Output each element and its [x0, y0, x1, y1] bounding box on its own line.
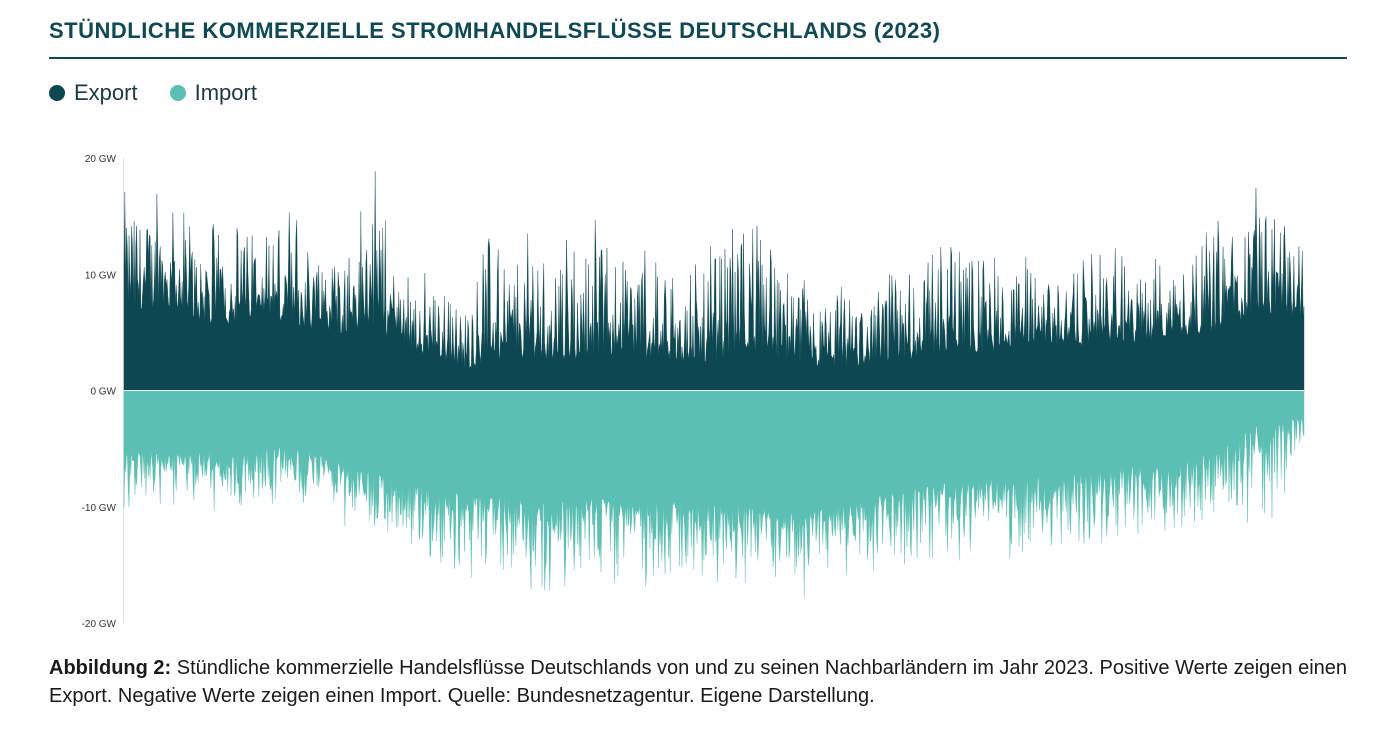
title-divider [49, 57, 1347, 59]
legend-swatch-export [49, 85, 65, 101]
trade-flow-chart: 20 GW 10 GW 0 GW -10 GW -20 GW [82, 154, 1305, 630]
y-tick-label-4: -20 GW [82, 619, 117, 630]
caption-text: Stündliche kommerzielle Handelsflüsse De… [49, 657, 1348, 707]
chart-title: STÜNDLICHE KOMMERZIELLE STROMHANDELSFLÜS… [49, 18, 941, 43]
legend-item-import: Import [169, 80, 257, 106]
caption-label: Abbildung 2: [49, 657, 172, 679]
y-tick-label-1: 10 GW [85, 270, 117, 281]
y-tick-label-0: 20 GW [85, 154, 117, 165]
figure-caption: Abbildung 2: Stündliche kommerzielle Han… [49, 654, 1349, 710]
legend-label-export: Export [74, 80, 138, 105]
legend-swatch-import [169, 85, 186, 101]
series-area-export [123, 171, 1305, 391]
y-tick-label-3: -10 GW [82, 503, 117, 514]
y-tick-label-2: 0 GW [90, 387, 116, 398]
series-area-import [123, 390, 1305, 598]
legend-item-export: Export [49, 80, 138, 106]
legend: Export Import [49, 80, 257, 106]
legend-label-import: Import [194, 80, 257, 105]
